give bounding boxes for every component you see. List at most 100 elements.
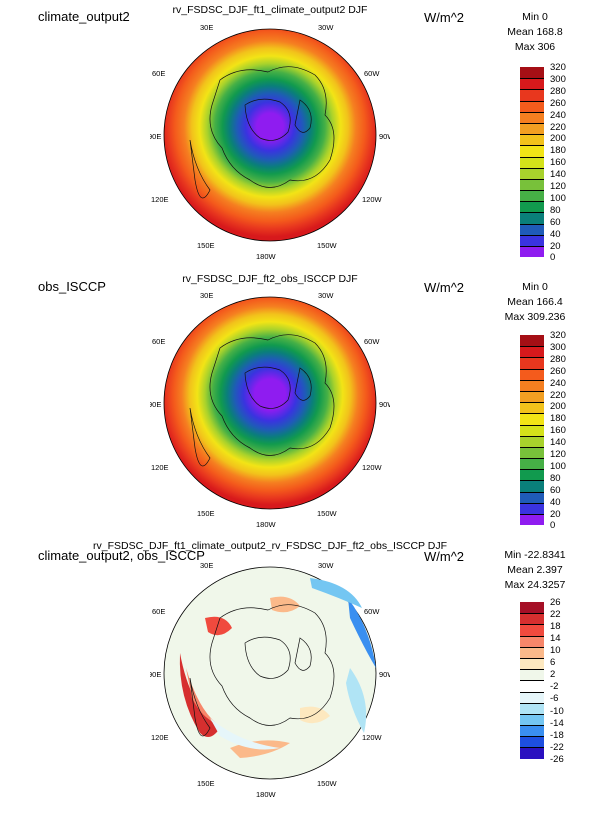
colorbar-swatch	[520, 368, 544, 380]
colorbar-swatch	[520, 89, 544, 101]
colorbar-swatch	[520, 223, 544, 235]
colorbar-tick-label: 100	[550, 192, 566, 204]
colorbar-swatch	[520, 458, 544, 470]
colorbar-swatch	[520, 67, 544, 79]
colorbar-swatch	[520, 680, 544, 692]
colorbar	[520, 335, 544, 526]
colorbar-swatch	[520, 346, 544, 358]
lon-label-30e: 30E	[200, 291, 213, 300]
colorbar-tick-label: 220	[550, 121, 566, 133]
colorbar-tick-label: 240	[550, 377, 566, 389]
colorbar-tick-label: 240	[550, 109, 566, 121]
colorbar-swatch	[520, 167, 544, 179]
lon-label-150e: 150E	[197, 509, 215, 518]
colorbar-swatch	[520, 691, 544, 703]
colorbar-swatch	[520, 725, 544, 737]
coastline-shapes	[189, 66, 335, 199]
panel-difference: climate_output2, obs_ISCCP rv_FSDSC_DJF_…	[0, 540, 606, 810]
stat-max: Max 24.3257	[504, 579, 566, 591]
lon-label-120w: 120W	[362, 463, 383, 472]
lon-label-30w: 30W	[318, 561, 334, 570]
lon-label-90e: 90E	[150, 400, 161, 409]
colorbar-swatch	[520, 379, 544, 391]
colorbar-tick-label: 20	[550, 240, 561, 252]
colorbar-swatch	[520, 190, 544, 202]
units-label: W/m^2	[424, 10, 465, 25]
colorbar-swatch	[520, 713, 544, 726]
colorbar-swatch	[520, 502, 544, 514]
colorbar-tick-label: 2	[550, 669, 556, 681]
lon-label-150e: 150E	[197, 779, 215, 788]
panel-obs-isccp: obs_ISCCP rv_FSDSC_DJF_ft2_obs_ISCCP DJF…	[0, 270, 606, 540]
colorbar-swatch	[520, 657, 544, 670]
colorbar-tick-label: 140	[550, 169, 566, 181]
lon-label-60w: 60W	[364, 69, 380, 78]
lon-label-120e: 120E	[151, 733, 169, 742]
colorbar-swatch	[520, 402, 544, 414]
stat-mean: Mean 168.8	[507, 26, 563, 38]
colorbar-tick-label: 120	[550, 449, 566, 460]
lon-label-180w: 180W	[256, 520, 277, 528]
lon-label-90e: 90E	[150, 670, 161, 679]
colorbar-swatch	[520, 134, 544, 146]
difference-patches	[179, 578, 376, 758]
colorbar-swatch	[520, 446, 544, 459]
colorbar-swatch	[520, 669, 544, 681]
colorbar-swatch	[520, 469, 544, 481]
colorbar-tick-label: 10	[550, 645, 561, 657]
colorbar-tick-label: -22	[550, 741, 564, 753]
stats-block: Min 0 Mean 166.4 Max 309.236	[490, 280, 580, 325]
colorbar-swatch	[520, 646, 544, 658]
panel-center-title: rv_FSDSC_DJF_ft2_obs_ISCCP DJF	[182, 273, 358, 285]
colorbar-swatch	[520, 635, 544, 647]
lon-label-60e: 60E	[152, 337, 165, 346]
stat-mean: Mean 166.4	[507, 296, 563, 308]
colorbar-tick-label: 320	[550, 62, 566, 73]
colorbar-tick-label: -10	[550, 705, 564, 717]
units-label: W/m^2	[424, 549, 465, 564]
stat-min: Min -22.8341	[504, 549, 566, 561]
lon-label-150w: 150W	[317, 509, 338, 518]
colorbar-tick-label: 140	[550, 437, 566, 449]
lon-label-30w: 30W	[318, 291, 334, 300]
colorbar-swatch	[520, 424, 544, 436]
colorbar-tick-label: 60	[550, 216, 561, 228]
stat-max: Max 309.236	[504, 311, 566, 323]
colorbar-tick-label: 300	[550, 341, 566, 353]
panel-left-title: obs_ISCCP	[38, 279, 106, 294]
colorbar-swatch	[520, 435, 544, 447]
stats-block: Min -22.8341 Mean 2.397 Max 24.3257	[490, 548, 580, 593]
colorbar-swatch	[520, 246, 544, 258]
colorbar-tick-label: 40	[550, 228, 561, 240]
lon-label-90w: 90W	[379, 132, 390, 141]
colorbar-tick-label: 40	[550, 496, 561, 508]
colorbar-tick-label: 200	[550, 133, 566, 145]
colorbar-swatch	[520, 702, 544, 714]
lon-label-180w: 180W	[256, 790, 277, 798]
colorbar	[520, 67, 544, 258]
lon-label-90w: 90W	[379, 400, 390, 409]
coastline-shapes	[189, 604, 335, 737]
coastline-shapes	[189, 334, 335, 467]
colorbar-tick-label: 60	[550, 484, 561, 496]
colorbar-tick-label: 80	[550, 204, 561, 216]
lon-label-90w: 90W	[379, 670, 390, 679]
colorbar-swatch	[520, 122, 544, 135]
colorbar-swatch	[520, 390, 544, 403]
colorbar-swatch	[520, 747, 544, 759]
colorbar-swatch	[520, 357, 544, 369]
lon-label-30w: 30W	[318, 23, 334, 32]
colorbar-swatch	[520, 491, 544, 503]
colorbar-swatch	[520, 111, 544, 123]
colorbar-tick-label: 260	[550, 97, 566, 109]
lon-label-120e: 120E	[151, 195, 169, 204]
stat-max: Max 306	[514, 41, 556, 53]
stats-block: Min 0 Mean 168.8 Max 306	[490, 10, 580, 55]
colorbar-swatch	[520, 201, 544, 213]
colorbar-tick-label: -2	[550, 681, 559, 693]
stat-min: Min 0	[522, 11, 548, 23]
colorbar-swatch	[520, 78, 544, 90]
colorbar-tick-label: -26	[550, 753, 564, 765]
colorbar-tick-label: 26	[550, 597, 561, 608]
polar-map-diff: 30E 30W 60E 60W 90E 90W 120E 120W 150E 1…	[150, 561, 390, 798]
